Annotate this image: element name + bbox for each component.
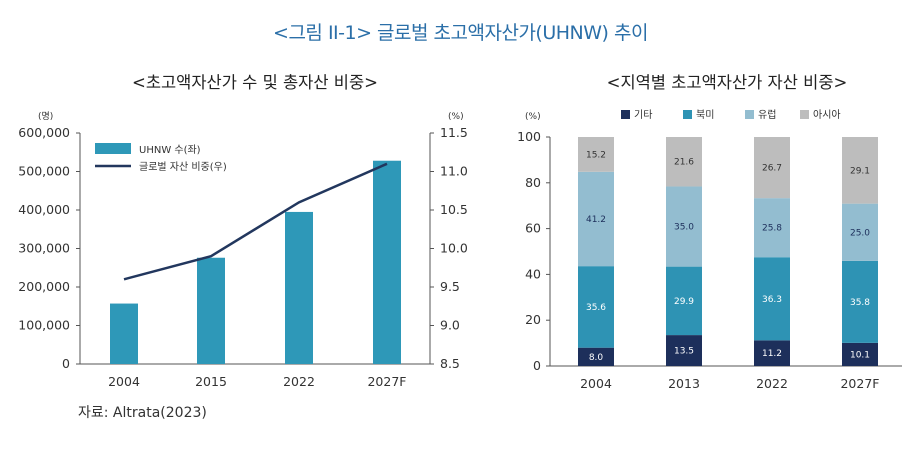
right-y-tick-label: 10.5 xyxy=(440,202,468,217)
stack-segment-label: 29.1 xyxy=(850,166,870,176)
stack-segment-label: 41.2 xyxy=(586,215,606,225)
pct-y-tick-label: 40 xyxy=(525,266,541,281)
region-legend-swatch xyxy=(745,110,754,119)
pct-y-tick-label: 100 xyxy=(517,129,541,144)
stack-segment xyxy=(578,137,614,172)
right-chart-unit: (%) xyxy=(525,112,541,122)
left-x-tick-label: 2027F xyxy=(367,374,406,389)
region-legend-swatch xyxy=(683,110,692,119)
stack-segment xyxy=(578,171,614,267)
left-x-tick-label: 2022 xyxy=(283,374,315,389)
uhnw-bar xyxy=(197,257,225,364)
stack-segment xyxy=(842,137,878,204)
stack-segment xyxy=(842,260,878,343)
pct-x-axis: 2004 2013 2022 2027F xyxy=(580,376,879,391)
stack-segment xyxy=(754,340,790,366)
right-y-tick-label: 8.5 xyxy=(440,356,460,371)
pct-x-tick-label: 2004 xyxy=(580,376,612,391)
stack-segment xyxy=(666,137,702,187)
region-legend-label: 유럽 xyxy=(758,109,776,121)
uhnw-bars xyxy=(110,160,401,364)
right-y-tick-label: 11.5 xyxy=(440,125,468,140)
pct-y-tick-label: 20 xyxy=(525,312,541,327)
pct-x-tick-label: 2027F xyxy=(840,376,879,391)
pct-y-tick-label: 0 xyxy=(533,358,541,373)
left-y-tick-label: 0 xyxy=(62,356,70,371)
region-stacked-bars: 8.0 35.6 41.2 15.2 13.5 29.9 35.0 21.6 11.2 36.3 2… xyxy=(578,137,878,366)
region-legend-swatch xyxy=(800,110,809,119)
pct-y-axis: 0 20 40 60 80 100 xyxy=(517,129,550,373)
stack-segment xyxy=(842,203,878,261)
right-chart-title: <지역별 초고액자산가 자산 비중> xyxy=(607,73,848,92)
stack-segment-label: 36.3 xyxy=(762,295,782,305)
right-y-tick-label: 9.0 xyxy=(440,318,460,333)
stack-segment-label: 35.6 xyxy=(586,303,606,313)
left-chart-title: <초고액자산가 수 및 총자산 비중> xyxy=(132,73,378,92)
stack-segment-label: 8.0 xyxy=(589,353,604,363)
left-x-tick-label: 2015 xyxy=(195,374,227,389)
stack-segment xyxy=(578,347,614,366)
stack-segment-label: 11.2 xyxy=(762,349,782,359)
pct-x-tick-label: 2013 xyxy=(668,376,700,391)
legend-bar-swatch xyxy=(95,143,131,154)
right-axis-unit: (%) xyxy=(448,112,464,122)
region-legend-label: 아시아 xyxy=(813,109,841,121)
left-y-tick-label: 600,000 xyxy=(18,125,70,140)
page-title: <그림 II-1> 글로벌 초고액자산가(UHNW) 추이 xyxy=(273,22,648,44)
uhnw-bar xyxy=(110,303,138,364)
left-y-tick-label: 400,000 xyxy=(18,202,70,217)
right-y-tick-label: 11.0 xyxy=(440,164,468,179)
stack-segment xyxy=(578,266,614,348)
legend-line-label: 글로벌 자산 비중(우) xyxy=(139,161,227,173)
share-line xyxy=(123,162,388,281)
stack-segment-label: 25.8 xyxy=(762,224,782,234)
left-y-axis: 0 100,000 200,000 300,000 400,000 500,000 600,… xyxy=(18,125,80,371)
pct-x-tick-label: 2022 xyxy=(756,376,788,391)
region-legend-label: 기타 xyxy=(634,109,652,121)
stack-segment xyxy=(666,266,702,336)
region-legend-swatch xyxy=(621,110,630,119)
uhnw-bar xyxy=(373,160,401,364)
right-y-tick-label: 10.0 xyxy=(440,241,468,256)
left-y-tick-label: 500,000 xyxy=(18,164,70,179)
stack-segment-label: 15.2 xyxy=(586,150,606,160)
region-legend-label: 북미 xyxy=(696,109,714,121)
right-y-axis: 8.5 9.0 9.5 10.0 10.5 11.0 11.5 xyxy=(430,125,468,371)
stack-segment xyxy=(842,342,878,366)
stack-segment-label: 25.0 xyxy=(850,228,870,238)
stack-segment-label: 10.1 xyxy=(850,350,870,360)
stack-segment-label: 13.5 xyxy=(674,347,694,357)
stack-segment-label: 35.8 xyxy=(850,298,870,308)
stack-segment-label: 26.7 xyxy=(762,164,782,174)
left-axis-unit: (명) xyxy=(38,111,53,122)
left-y-tick-label: 300,000 xyxy=(18,241,70,256)
stack-segment-label: 29.9 xyxy=(674,297,694,307)
right-y-tick-label: 9.5 xyxy=(440,279,460,294)
stack-segment xyxy=(666,335,702,366)
stack-segment xyxy=(666,186,702,267)
stack-segment-label: 35.0 xyxy=(674,223,694,233)
left-x-tick-label: 2004 xyxy=(108,374,140,389)
pct-y-tick-label: 80 xyxy=(525,175,541,190)
stack-segment xyxy=(754,198,790,258)
source-note: 자료: Altrata(2023) xyxy=(78,405,207,421)
left-y-tick-label: 200,000 xyxy=(18,279,70,294)
left-x-axis: 2004 2015 2022 2027F xyxy=(108,374,406,389)
left-y-tick-label: 100,000 xyxy=(18,318,70,333)
region-legend: 기타 북미 유럽 아시아 xyxy=(621,109,841,121)
stack-segment-label: 21.6 xyxy=(674,158,694,168)
share-line-path xyxy=(123,162,388,281)
stack-segment xyxy=(754,137,790,199)
pct-y-tick-label: 60 xyxy=(525,221,541,236)
legend-bar-label: UHNW 수(좌) xyxy=(139,144,201,156)
stack-segment xyxy=(754,257,790,341)
uhnw-bar xyxy=(285,211,313,364)
